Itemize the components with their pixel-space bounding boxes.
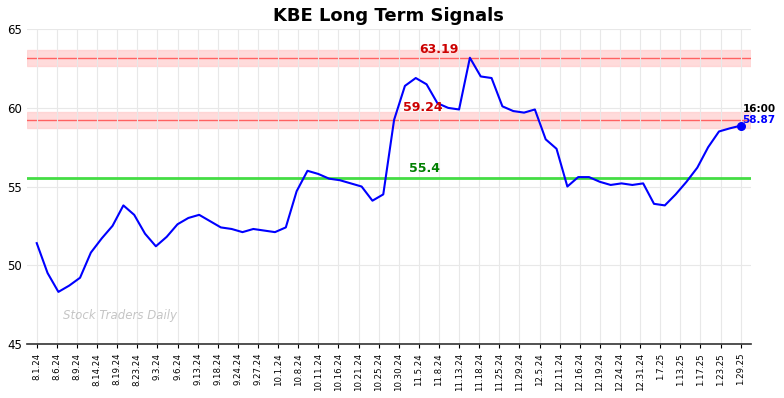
Text: 55.4: 55.4	[408, 162, 440, 175]
Bar	[27, 50, 751, 66]
Text: 59.24: 59.24	[403, 101, 442, 114]
Point	[735, 123, 747, 129]
Title: KBE Long Term Signals: KBE Long Term Signals	[274, 7, 504, 25]
Text: Stock Traders Daily: Stock Traders Daily	[63, 308, 177, 322]
Text: 63.19: 63.19	[419, 43, 458, 56]
Bar	[27, 112, 751, 128]
Text: 58.87: 58.87	[742, 115, 775, 125]
Text: 16:00: 16:00	[742, 103, 775, 113]
